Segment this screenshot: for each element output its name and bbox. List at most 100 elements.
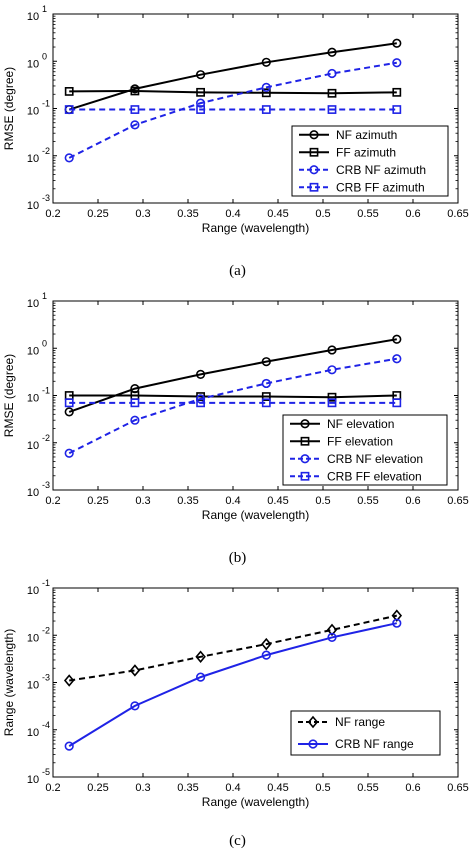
data-point xyxy=(261,357,271,367)
y-tick-label-exponent: -3 xyxy=(42,480,50,490)
x-tick-label: 0.2 xyxy=(45,495,60,507)
x-tick-label: 0.35 xyxy=(177,782,198,794)
data-point xyxy=(130,105,140,114)
x-tick-label: 0.25 xyxy=(87,782,108,794)
legend-marker xyxy=(307,715,319,729)
data-point xyxy=(196,369,206,379)
legend-marker xyxy=(309,182,319,192)
x-tick-label: 0.45 xyxy=(267,208,288,220)
series-line xyxy=(69,89,397,95)
series-crb-nf-range xyxy=(64,618,402,751)
y-tick-label: 10 xyxy=(27,106,39,118)
series-nf-range xyxy=(63,609,403,687)
data-point xyxy=(64,741,74,751)
figure-caption: (c) xyxy=(229,833,246,849)
legend-label: NF azimuth xyxy=(336,128,397,142)
data-point xyxy=(261,57,271,67)
data-point xyxy=(261,650,271,660)
legend-marker xyxy=(309,130,319,140)
data-point xyxy=(392,334,402,344)
data-point xyxy=(261,392,271,401)
legend: NF azimuth FF azimuth CRB NF azimuth CRB FF… xyxy=(291,125,449,197)
series-crb-ff-elevation xyxy=(64,398,402,408)
series-ff-azimuth xyxy=(64,86,402,98)
y-tick-label: 10 xyxy=(27,585,39,597)
x-tick-label: 0.6 xyxy=(405,208,420,220)
x-tick-label: 0.55 xyxy=(357,208,378,220)
data-point xyxy=(129,664,141,677)
legend-label: CRB FF azimuth xyxy=(336,180,425,194)
data-point xyxy=(327,392,337,402)
x-tick-label: 0.45 xyxy=(267,495,288,507)
y-tick-label: 10 xyxy=(27,774,39,786)
data-point xyxy=(196,672,206,682)
data-point xyxy=(64,153,74,163)
y-axis-label: RMSE (degree) xyxy=(2,67,16,150)
data-point xyxy=(63,674,75,687)
data-point xyxy=(261,88,271,98)
y-tick-label-exponent: -5 xyxy=(42,767,50,777)
series-crb-nf-azimuth xyxy=(64,58,402,163)
x-tick-label: 0.5 xyxy=(315,782,330,794)
x-tick-label: 0.3 xyxy=(135,208,150,220)
x-tick-label: 0.2 xyxy=(45,782,60,794)
x-tick-label: 0.3 xyxy=(135,495,150,507)
legend-label: NF range xyxy=(335,715,385,729)
data-point xyxy=(392,38,402,48)
data-point xyxy=(392,398,402,408)
data-point xyxy=(130,415,140,425)
data-point xyxy=(327,68,337,79)
data-point xyxy=(195,650,206,664)
data-point xyxy=(196,87,205,97)
series-nf-elevation xyxy=(64,334,402,417)
y-tick-label-exponent: -1 xyxy=(42,99,50,109)
x-tick-label: 0.65 xyxy=(447,782,468,794)
data-point xyxy=(64,105,74,114)
x-tick-label: 0.65 xyxy=(447,208,468,220)
y-tick-label-exponent: -1 xyxy=(42,578,50,588)
series-line xyxy=(68,42,397,111)
series-line xyxy=(68,622,398,747)
data-point xyxy=(392,105,402,114)
y-tick-label: 10 xyxy=(27,58,39,70)
y-axis-label: RMSE (degree) xyxy=(2,354,16,437)
y-tick-label-exponent: -1 xyxy=(42,386,50,396)
x-tick-label: 0.4 xyxy=(225,495,240,507)
legend-label: CRB NF azimuth xyxy=(336,163,426,177)
x-tick-label: 0.25 xyxy=(87,208,108,220)
data-point xyxy=(130,86,140,96)
legend-label: FF azimuth xyxy=(336,145,396,159)
y-tick-label: 10 xyxy=(27,727,39,739)
series-line xyxy=(68,338,397,413)
data-point xyxy=(392,618,402,628)
legend-marker xyxy=(309,165,319,175)
legend-box xyxy=(290,710,441,756)
data-point xyxy=(130,120,140,130)
data-point xyxy=(64,398,74,408)
series-line xyxy=(69,394,397,399)
y-tick-label: 10 xyxy=(27,680,39,692)
data-point xyxy=(64,407,74,417)
series-line xyxy=(69,614,398,682)
data-point xyxy=(196,98,206,108)
legend-marker xyxy=(308,739,318,749)
data-point xyxy=(327,47,337,57)
legend-marker xyxy=(300,471,310,481)
legend-box xyxy=(282,414,448,486)
legend: NF range CRB NF range xyxy=(290,710,441,756)
x-tick-label: 0.65 xyxy=(447,495,468,507)
figure-caption: (a) xyxy=(229,263,246,279)
series-line xyxy=(68,61,397,159)
y-tick-label-exponent: -2 xyxy=(42,146,50,156)
y-tick-label-exponent: -3 xyxy=(42,193,50,203)
legend-label: CRB NF range xyxy=(335,737,414,751)
legend-marker xyxy=(300,454,310,464)
data-point xyxy=(64,87,74,96)
y-tick-label-exponent: -2 xyxy=(42,625,50,635)
x-tick-label: 0.4 xyxy=(225,782,240,794)
chart-panel-3: 10-110-210-310-410-50.2 0.25 0.3 0.35 0.4 0.4… xyxy=(2,578,469,849)
y-tick-label: 10 xyxy=(27,11,39,23)
x-tick-label: 0.3 xyxy=(135,782,150,794)
x-axis-label: Range (wavelength) xyxy=(202,221,309,235)
